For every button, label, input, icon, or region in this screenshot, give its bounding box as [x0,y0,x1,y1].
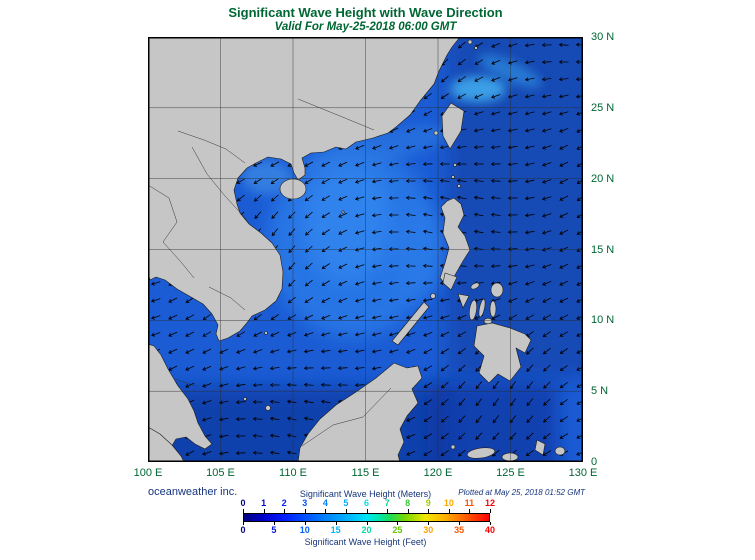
page-title: Significant Wave Height with Wave Direct… [228,5,503,20]
colorbar-tick-mark [428,522,430,525]
map-frame [148,37,583,462]
islands-south [450,439,566,462]
legend-meters-label: Significant Wave Height (Meters) [299,489,432,499]
meters-tick-label: 3 [302,498,308,508]
x-tick-label: 105 E [206,467,235,479]
feet-tick-label: 35 [454,525,465,535]
meters-tick-label: 0 [240,498,246,508]
credit-text: oceanweather inc. [148,486,238,498]
meters-tick-label: 5 [343,498,349,508]
island-taiwan [441,102,465,150]
island-mindanao [473,322,532,384]
x-tick-label: 120 E [423,467,453,479]
meters-tick-label: 10 [443,498,454,508]
sea-shading [148,37,583,462]
y-tick-label: 5 N [591,385,609,398]
meters-tick-label: 1 [261,498,267,508]
meters-tick-label: 8 [405,498,411,508]
y-tick-label: 0 [591,456,598,468]
meters-tick-label: 12 [484,498,496,508]
plotted-timestamp: Plotted at May 25, 2018 01:52 GMT [458,488,585,497]
feet-tick-label: 25 [392,525,403,535]
landmass-sumatra [148,426,185,462]
meters-tick-label: 4 [322,498,328,508]
x-tick-label: 125 E [496,467,525,479]
feet-tick-label: 10 [299,525,310,535]
y-tick-label: 30 N [591,31,615,43]
country-borders [148,98,392,447]
y-tick-label: 25 N [591,101,615,114]
meters-tick-label: 2 [281,498,287,508]
x-tick-label: 100 E [133,467,163,479]
feet-tick-label: 40 [484,525,496,535]
feet-tick-label: 15 [330,525,341,535]
colorbar-tick-mark [490,522,491,525]
wave-height-map [148,37,583,462]
x-tick-label: 110 E [279,467,307,479]
y-tick-label: 15 N [591,243,615,256]
feet-tick-label: 20 [361,525,372,535]
feet-tick-label: 30 [423,525,434,535]
colorbar-tick-mark [397,522,399,525]
page-subtitle: Valid For May-25-2018 06:00 GMT [274,21,457,33]
colorbar-tick-mark [490,509,491,513]
meters-tick-label: 11 [464,498,475,508]
feet-tick-label: 0 [240,525,246,535]
x-tick-label: 115 E [351,467,380,479]
island-borneo [297,362,423,462]
legend-feet-label: Significant Wave Height (Feet) [304,537,427,547]
land [148,37,566,462]
y-tick-label: 20 N [591,172,615,185]
wave-height-colorbar [243,513,490,522]
island-palawan [391,301,430,346]
islands-visayas [430,272,504,325]
colorbar-tick-mark [273,522,275,525]
colorbar-tick-mark [366,522,368,525]
meters-tick-label: 9 [425,498,431,508]
meters-tick-label: 6 [363,498,370,508]
meters-tick-label: 7 [384,498,390,508]
colorbar-tick-mark [304,522,306,525]
y-tick-label: 10 N [591,314,615,327]
lat-lon-grid [148,37,583,462]
feet-tick-label: 5 [271,525,277,535]
colorbar-tick-mark [243,522,244,525]
island-luzon [439,197,471,287]
colorbar-tick-mark [335,522,337,525]
colorbar-tick-mark [459,522,461,525]
landmass-asia [148,37,461,342]
x-tick-label: 130 E [568,467,598,479]
